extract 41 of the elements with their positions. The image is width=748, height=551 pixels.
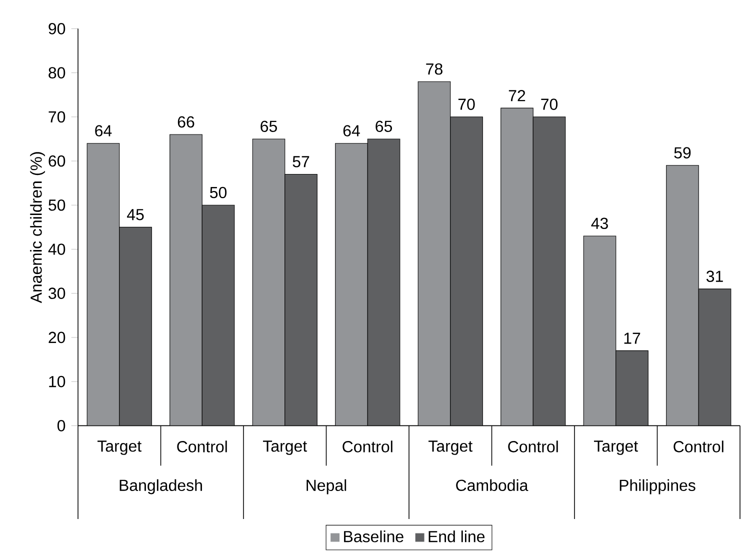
x-tick-label: Target bbox=[263, 440, 308, 455]
legend-label: End line bbox=[428, 530, 485, 542]
text: Philippines bbox=[620, 479, 696, 494]
data-label: 65 bbox=[376, 120, 392, 132]
x-tick-label: Control bbox=[177, 440, 227, 452]
data-label: 17 bbox=[624, 332, 640, 344]
y-tick-label: 70 bbox=[48, 111, 66, 123]
text: Nepal bbox=[306, 479, 346, 494]
data-label: 31 bbox=[706, 270, 723, 282]
data-label: 70 bbox=[458, 98, 475, 110]
y-tick-label: 80 bbox=[48, 67, 66, 78]
data-label: 57 bbox=[292, 156, 310, 168]
x-tick-label: Target bbox=[98, 440, 142, 455]
y-axis-title: Anaemic children (%) bbox=[30, 152, 45, 304]
y-tick-label: 90 bbox=[48, 23, 66, 34]
text: Cambodia bbox=[456, 479, 528, 492]
data-label: 65 bbox=[260, 120, 277, 132]
x-tick-label: Control bbox=[342, 440, 392, 452]
x-tick-label: Target bbox=[428, 440, 473, 455]
data-label: 43 bbox=[591, 218, 608, 230]
data-label: 59 bbox=[674, 147, 691, 158]
data-label: 64 bbox=[343, 125, 360, 136]
x-tick-label: Control bbox=[674, 440, 724, 452]
y-tick-label: 30 bbox=[48, 288, 66, 299]
y-tick-label: 20 bbox=[48, 332, 66, 344]
y-tick-label: 40 bbox=[48, 244, 66, 255]
y-tick-label: 50 bbox=[48, 199, 66, 211]
data-label: 64 bbox=[95, 125, 112, 136]
data-label: 50 bbox=[210, 186, 227, 198]
data-label: 45 bbox=[126, 209, 144, 220]
text: Bangladesh bbox=[120, 479, 202, 494]
data-label: 66 bbox=[178, 116, 194, 128]
y-tick-label: 60 bbox=[48, 155, 66, 167]
data-label: 70 bbox=[541, 98, 558, 110]
x-tick-label: Control bbox=[508, 440, 558, 452]
data-label: 72 bbox=[508, 90, 526, 102]
y-tick-label: 0 bbox=[57, 420, 66, 432]
data-label: 78 bbox=[426, 63, 442, 75]
y-tick-label: 10 bbox=[49, 376, 66, 388]
legend-label: Baseline bbox=[344, 530, 404, 542]
x-tick-label: Target bbox=[594, 440, 638, 455]
